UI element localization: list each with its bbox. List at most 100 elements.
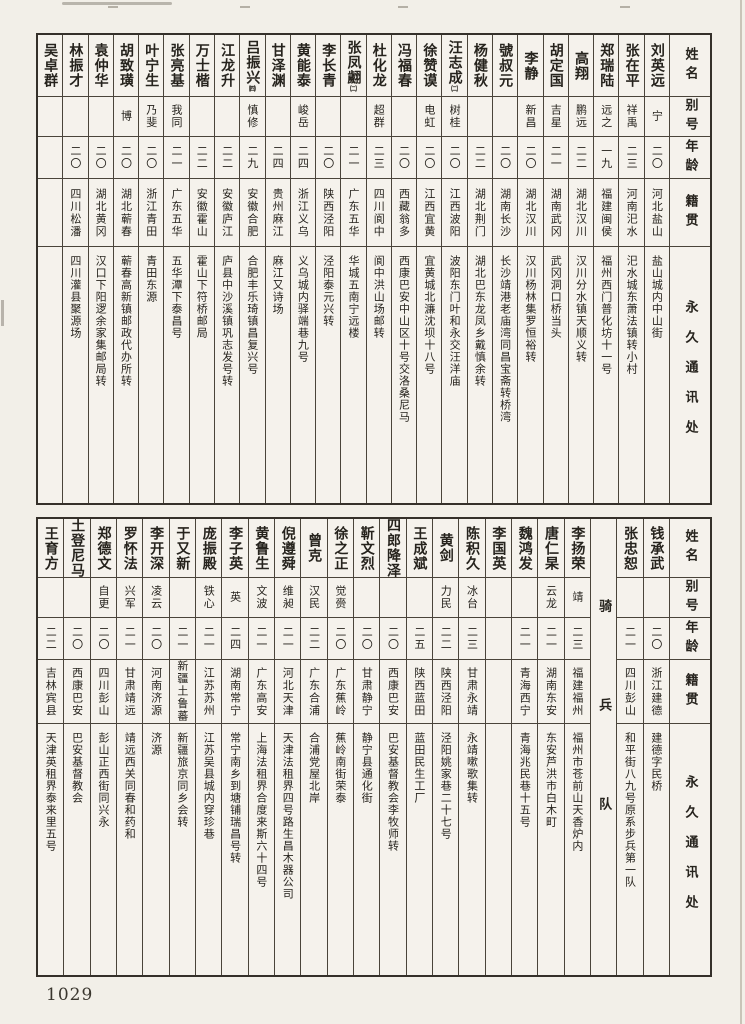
person-column: 张在平 祥禹 二三 河南汜水 汜水城东萧法镇转小村	[619, 35, 645, 503]
address-cell: 华城五南宁远楼	[341, 247, 365, 503]
person-origin: 湖南长沙	[498, 187, 512, 238]
alias-cell: 慎修	[240, 97, 265, 137]
person-origin: 陕西泾阳	[439, 666, 453, 717]
alias-cell	[406, 578, 433, 618]
person-address: 彭山正西街同兴永	[96, 732, 110, 828]
address-cell: 武冈洞口桥当头	[544, 247, 568, 503]
age-cell: 二二	[301, 618, 327, 660]
name-cell: 黄剑	[433, 519, 459, 578]
header-origin-label: 籍贯	[682, 193, 698, 232]
name-cell: 陈积久	[459, 519, 485, 578]
person-origin: 吉林宾县	[44, 666, 58, 717]
page-number: 1029	[46, 985, 94, 1005]
person-age: 二二	[574, 145, 588, 170]
person-name: 庞振殿	[200, 525, 217, 571]
person-origin: 西康巴安	[70, 666, 84, 717]
address-cell: 湖北巴东龙凤乡戴慎余转	[468, 247, 492, 503]
person-column: 吕振兴㈣ 慎修 二九 安徽合肥 合肥丰乐琦镇昌复兴号	[240, 35, 266, 503]
alias-cell	[485, 578, 512, 618]
name-cell: 土登尼马	[64, 519, 90, 578]
person-age: 二〇	[386, 626, 400, 651]
person-column: 王育方 二二 吉林宾县 天津英租界泰来里五号	[38, 519, 65, 975]
address-cell: 四川灌县聚源场	[63, 247, 87, 503]
age-cell: 一九	[594, 137, 619, 179]
alias-cell	[341, 97, 366, 137]
person-address: 宜黄城北濂沈坝十八号	[422, 255, 436, 375]
origin-cell: 湖北蕲春	[113, 179, 139, 247]
address-cell: 庐县中沙溪镇巩志发号转	[215, 247, 239, 503]
age-cell: 二一	[117, 618, 143, 660]
person-name: 江龙升	[219, 43, 236, 88]
origin-cell: 江西宜黄	[417, 179, 442, 247]
person-address: 麻江又诗场	[271, 255, 285, 315]
person-alias: 云龙	[544, 585, 558, 610]
section-divider-cell: 骑兵队	[591, 519, 616, 975]
person-origin: 湖北汉川	[523, 187, 537, 238]
age-cell: 二〇	[391, 137, 417, 179]
name-cell: 李子英	[222, 519, 248, 578]
person-column: 江龙升 二二 安徽庐江 庐县中沙溪镇巩志发号转	[214, 35, 241, 503]
person-column: 郑瑞陆 远之 一九 福建闽侯 福州西门普化坊十一号	[594, 35, 620, 503]
person-name: 靳文烈	[358, 525, 375, 571]
person-column: 黄能泰 峻岳 二四 浙江义乌 义乌城内驿端巷九号	[290, 35, 317, 503]
person-alias: 宁	[650, 110, 664, 123]
person-name: 魏鸿发	[516, 525, 533, 571]
person-alias: 兴军	[123, 585, 137, 610]
person-column: 黄剑 力民 二二 陕西泾阳 泾阳姚家巷二十七号	[433, 519, 460, 975]
name-cell: 江龙升	[214, 35, 240, 97]
name-cell: 曾克	[301, 519, 327, 578]
alias-cell: 英	[222, 578, 248, 618]
person-column: 郑德文 自更 二〇 四川彭山 彭山正西街同兴永	[90, 519, 118, 975]
person-origin: 陕西泾阳	[321, 187, 335, 238]
person-age: 二〇	[360, 626, 374, 651]
name-annotation: ㈡	[349, 84, 358, 92]
person-origin: 江西波阳	[448, 187, 462, 238]
origin-cell	[37, 179, 63, 247]
person-origin: 湖北黄冈	[94, 187, 108, 238]
origin-cell: 安徽合肥	[240, 179, 265, 247]
age-cell: 二五	[406, 618, 433, 660]
header-cell: 别号	[670, 97, 710, 137]
age-cell: 二一	[341, 137, 366, 179]
address-cell: 福州西门普化坊十一号	[594, 247, 618, 503]
address-cell: 汉川杨林集罗恒裕转	[518, 247, 542, 503]
name-cell: 王成斌	[406, 519, 433, 578]
header-cell: 年龄	[670, 137, 710, 179]
address-cell: 青田东源	[139, 247, 163, 503]
person-name: 杨健秋	[471, 43, 488, 88]
name-cell: 林振才	[63, 35, 88, 97]
person-origin: 青海西宁	[518, 666, 532, 717]
alias-cell: 觉赍	[327, 578, 354, 618]
origin-cell: 湖北黄冈	[88, 179, 113, 247]
person-age: 二一	[254, 626, 268, 651]
person-address: 和平街八九号原系步兵第一队	[623, 732, 637, 888]
person-origin: 四川阆中	[372, 187, 386, 238]
address-cell: 义乌城内驿端巷九号	[291, 247, 315, 503]
name-cell: 万士楷	[189, 35, 214, 97]
person-name: 钱承武	[648, 525, 665, 571]
origin-cell: 吉林宾县	[38, 660, 64, 724]
person-address: 常宁南乡到塘铺瑞昌号转	[228, 732, 242, 864]
person-age: 二四	[228, 626, 242, 651]
person-alias: 博	[119, 110, 133, 123]
cavalry-section-divider-column: 骑兵队	[591, 519, 618, 975]
person-alias: 远之	[599, 104, 613, 129]
header-cell: 姓名	[670, 519, 710, 578]
person-alias: 乃斐	[144, 104, 158, 129]
person-name: 吕振兴㈣	[244, 39, 261, 92]
alias-cell	[391, 97, 417, 137]
person-column: 胡定国 吉星 二一 湖南武冈 武冈洞口桥当头	[543, 35, 569, 503]
person-name: 李扬荣	[569, 525, 586, 571]
origin-cell: 湖北汉川	[518, 179, 543, 247]
person-alias: 新昌	[523, 104, 537, 129]
origin-cell: 湖南武冈	[543, 179, 568, 247]
name-cell: 李扬荣	[564, 519, 591, 578]
person-alias: 慎修	[245, 104, 259, 129]
person-address: 巴安基督教会	[70, 732, 84, 804]
person-origin: 新疆土鲁蕃	[175, 660, 189, 723]
alias-cell: 铁心	[196, 578, 222, 618]
name-cell: 徐之正	[327, 519, 354, 578]
person-column: 于又新 二一 新疆土鲁蕃 新疆旅京同乡会转	[169, 519, 197, 975]
header-cell: 别号	[670, 578, 710, 618]
name-cell: 汪志成㈡	[442, 35, 467, 97]
